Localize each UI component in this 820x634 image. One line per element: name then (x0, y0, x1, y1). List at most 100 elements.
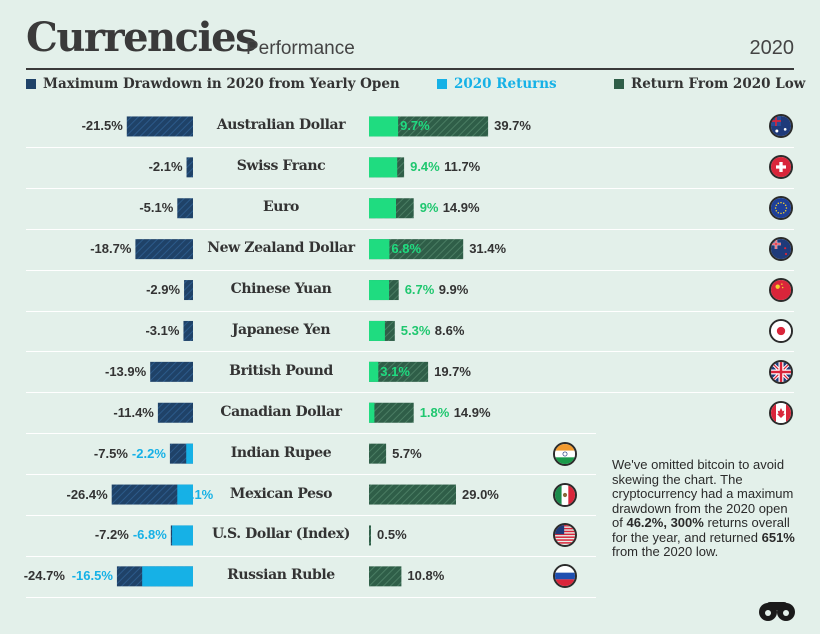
drawdown-bar (184, 280, 193, 301)
legend-swatch-cyan (437, 79, 447, 89)
drawdown-label: -3.1% (145, 322, 180, 338)
returns-label: 5.3% (400, 322, 431, 338)
row-divider (26, 596, 596, 598)
from-low-label: 31.4% (469, 241, 507, 257)
from-low-label: 5.7% (392, 445, 422, 461)
row-divider (26, 187, 794, 189)
drawdown-bar (150, 361, 193, 382)
new-zealand-flag-icon (769, 237, 793, 262)
from-low-bar (369, 116, 489, 137)
returns-bar-positive (369, 239, 390, 260)
from-low-bar (369, 443, 387, 464)
from-low-bar (369, 525, 371, 546)
drawdown-label: -7.2% (94, 527, 129, 543)
mexico-flag-icon (553, 482, 577, 507)
returns-bar-negative (186, 443, 193, 464)
returns-bar-positive (369, 280, 390, 301)
drawdown-bar (157, 402, 193, 423)
returns-label: 3.1% (380, 363, 410, 379)
row-divider (26, 474, 596, 476)
row-divider (26, 146, 794, 148)
chart-subtitle: Performance (246, 38, 355, 59)
legend-returns-label: 2020 Returns (454, 76, 557, 92)
row-divider (26, 433, 596, 435)
drawdown-label: -26.4% (66, 486, 108, 502)
drawdown-label: -13.9% (104, 363, 147, 379)
currency-name: Australian Dollar (216, 117, 346, 134)
note-bold-3: 651% (761, 529, 795, 545)
from-low-label: 19.7% (434, 363, 471, 379)
returns-bar-negative (142, 566, 193, 587)
from-low-label: 39.7% (494, 118, 531, 134)
canada-flag-icon (769, 400, 793, 425)
title-rule (26, 68, 794, 70)
returns-label: -6.8% (132, 527, 167, 543)
returns-label: 1.8% (419, 404, 450, 420)
switzerland-flag-icon (769, 155, 793, 180)
legend-drawdown: Maximum Drawdown in 2020 from Yearly Ope… (26, 76, 400, 92)
returns-label: -2.2% (131, 445, 166, 461)
japan-flag-icon (769, 318, 793, 343)
returns-bar-positive (369, 361, 379, 382)
currency-name: Russian Ruble (227, 567, 335, 584)
currency-name: U.S. Dollar (Index) (211, 526, 350, 543)
returns-bar-negative (177, 484, 193, 505)
returns-bar-positive (369, 116, 399, 137)
from-low-bar (369, 239, 464, 260)
note-bold-2: 300% (670, 515, 704, 530)
eu-flag-icon (769, 196, 793, 221)
drawdown-label: -5.1% (139, 200, 174, 216)
note-text-4: from the 2020 low. (612, 544, 719, 559)
from-low-bar (369, 361, 429, 382)
uk-flag-icon (769, 359, 793, 384)
currency-name: Chinese Yuan (230, 281, 332, 298)
currency-name: Indian Rupee (230, 444, 332, 461)
returns-label: 6.7% (404, 282, 435, 298)
currency-name: British Pound (229, 362, 333, 379)
legend-swatch-navy (26, 79, 36, 89)
returns-bar-positive (369, 157, 398, 178)
from-low-label: 10.8% (407, 568, 445, 584)
drawdown-bar (186, 157, 193, 178)
legend-drawdown-label: Maximum Drawdown in 2020 from Yearly Ope… (43, 76, 400, 92)
from-low-label: 9.9% (438, 282, 469, 298)
from-low-bar (369, 484, 456, 505)
legend-from-low-label: Return From 2020 Low (631, 76, 806, 92)
from-low-label: 8.6% (434, 322, 465, 338)
returns-bar-positive (369, 198, 396, 219)
chart-title: Currencies (26, 14, 258, 61)
row-divider (26, 228, 794, 230)
from-low-label: 29.0% (462, 486, 499, 502)
currency-name: New Zealand Dollar (207, 240, 355, 257)
australia-flag-icon (769, 114, 793, 139)
legend-swatch-green (614, 79, 624, 89)
from-low-label: 11.7% (444, 159, 481, 175)
drawdown-label: -21.5% (81, 118, 123, 134)
row-divider (26, 392, 794, 394)
from-low-bar (369, 402, 414, 423)
drawdown-bar (111, 484, 193, 505)
drawdown-label: -18.7% (90, 241, 132, 257)
currency-name: Canadian Dollar (220, 403, 342, 420)
from-low-bar (369, 566, 402, 587)
returns-bar-positive (369, 320, 385, 341)
india-flag-icon (553, 441, 577, 466)
returns-label: -16.5% (71, 568, 113, 584)
bitcoin-note: We've omitted bitcoin to avoid skewing t… (612, 457, 802, 560)
row-divider (26, 269, 794, 271)
note-text-1: We've omitted bitcoin to avoid skewing t… (612, 457, 794, 530)
legend-from-low: Return From 2020 Low (614, 76, 805, 92)
legend-returns: 2020 Returns (437, 76, 557, 92)
returns-label: 9.4% (410, 159, 440, 175)
currency-name: Euro (263, 199, 299, 216)
usa-flag-icon (553, 523, 577, 548)
from-low-label: 14.9% (442, 200, 480, 216)
from-low-label: 0.5% (377, 527, 407, 543)
drawdown-label: -11.4% (113, 404, 154, 420)
returns-label: -5.1% (179, 486, 214, 502)
drawdown-label: -2.9% (146, 282, 181, 298)
row-divider (26, 310, 794, 312)
drawdown-bar (177, 198, 193, 219)
returns-label: 9.7% (400, 118, 430, 134)
